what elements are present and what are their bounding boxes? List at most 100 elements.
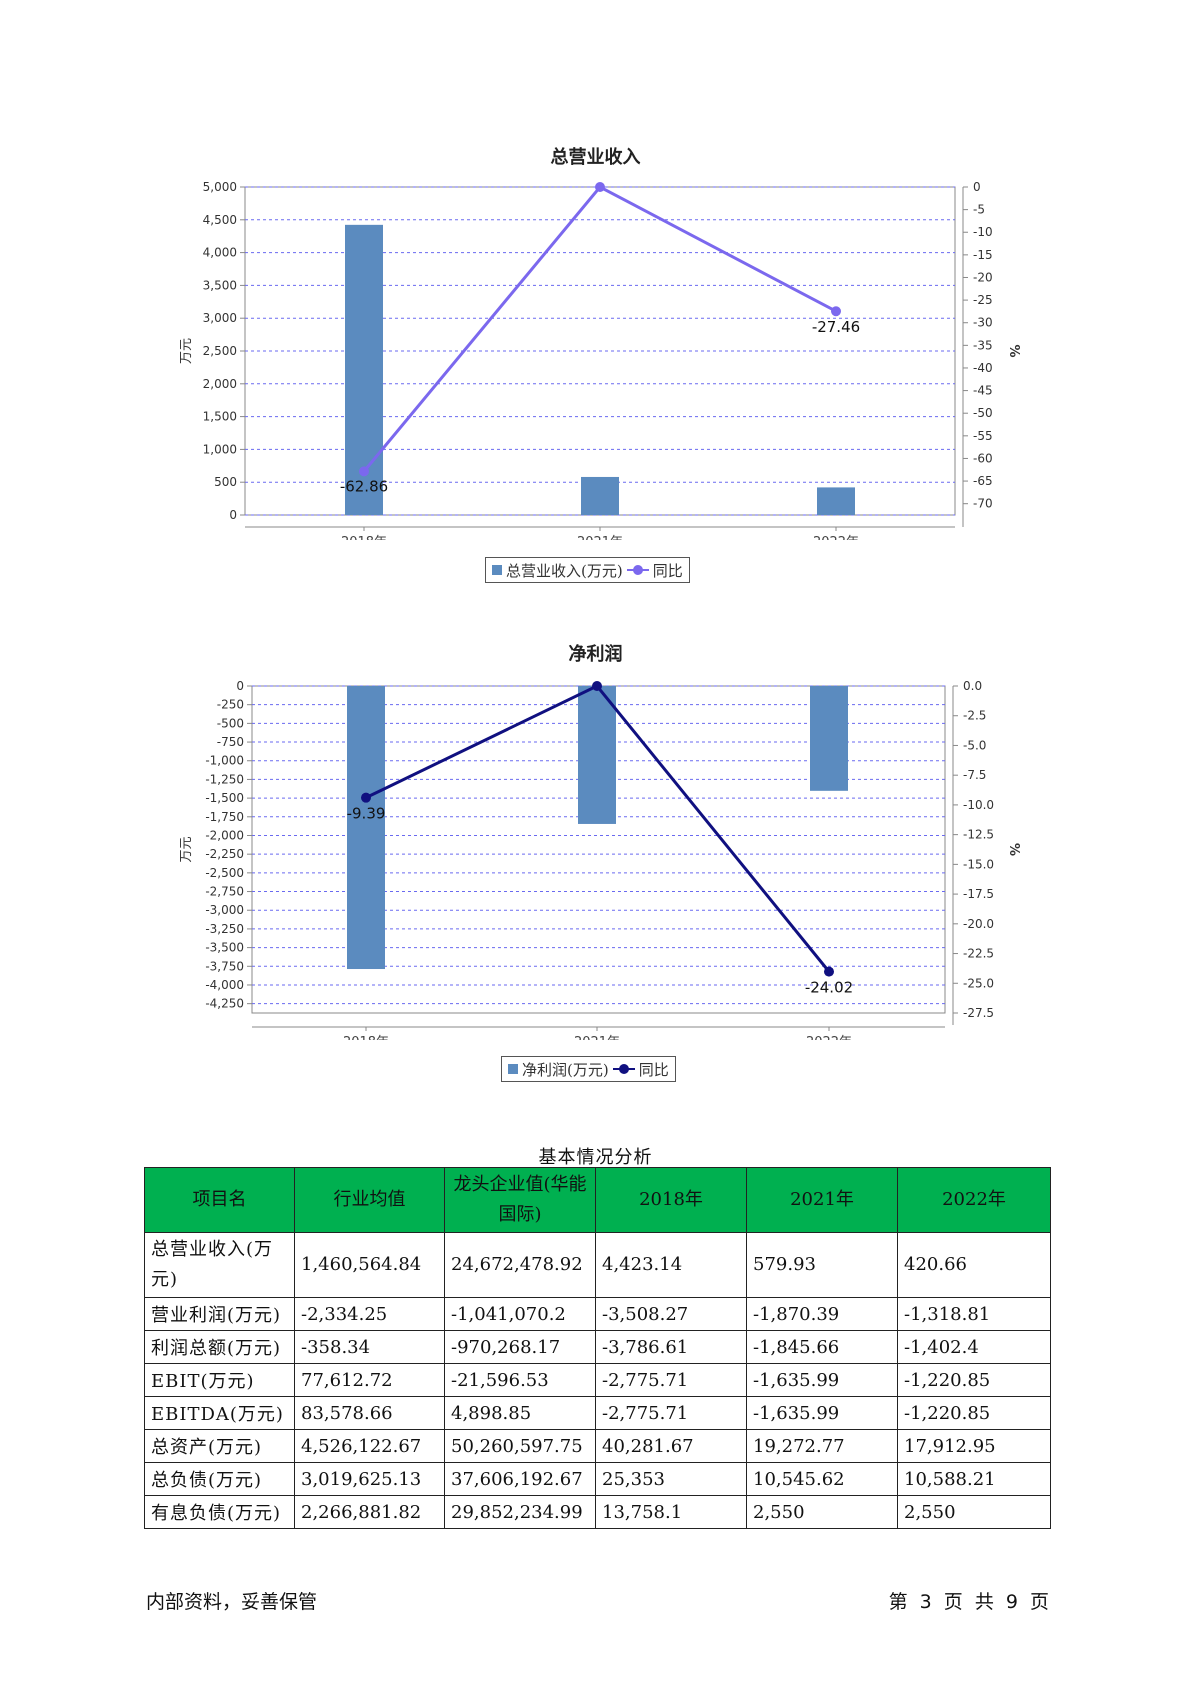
table-row: 总资产(万元) 4,526,122.67 50,260,597.75 40,28… (144, 1429, 1051, 1463)
y2-tick-label: -10.0 (963, 798, 994, 812)
table-cell: 50,260,597.75 (444, 1429, 596, 1463)
y2-tick-label: -65 (973, 474, 993, 488)
y2-tick-label: -15 (973, 248, 993, 262)
data-label: -27.46 (812, 318, 860, 336)
y2-tick-label: 0.0 (963, 679, 982, 693)
table-cell: 4,898.85 (444, 1396, 596, 1430)
legend-bar-label: 总营业收入(万元) (506, 561, 623, 580)
y-tick-label: 0 (229, 508, 237, 522)
y-tick-label: 1,000 (203, 442, 237, 456)
line-point (359, 466, 369, 477)
table-header-row: 项目名 行业均值 龙头企业值(华能国际) 2018年 2021年 2022年 (144, 1167, 1051, 1233)
x-tick-label: 2018年 (341, 535, 387, 540)
header-cell: 行业均值 (294, 1167, 445, 1233)
table-cell: -2,334.25 (294, 1297, 445, 1331)
y2-tick-label: -2.5 (963, 709, 986, 723)
table-cell: -1,220.85 (897, 1363, 1051, 1397)
header-cell: 2022年 (897, 1167, 1051, 1233)
y-tick-label: -2,250 (205, 847, 244, 861)
legend-bar-label: 净利润(万元) (522, 1060, 609, 1079)
y2-tick-label: -5 (973, 203, 985, 217)
table-row: 总负债(万元) 3,019,625.13 37,606,192.67 25,35… (144, 1462, 1051, 1496)
basic-analysis-table: 项目名 行业均值 龙头企业值(华能国际) 2018年 2021年 2022年 总… (144, 1167, 1051, 1529)
table-row: EBITDA(万元) 83,578.66 4,898.85 -2,775.71 … (144, 1396, 1051, 1430)
table-cell: -358.34 (294, 1330, 445, 1364)
y-tick-label: 3,000 (203, 311, 237, 325)
y2-tick-label: -60 (973, 451, 993, 465)
y-tick-label: 2,500 (203, 344, 237, 358)
legend-line-swatch (612, 1063, 635, 1075)
y2-axis-label: % (1006, 344, 1021, 357)
header-cell: 龙头企业值(华能国际) (444, 1167, 596, 1233)
y-tick-label: -3,000 (205, 903, 244, 917)
table-cell: -2,775.71 (595, 1396, 747, 1430)
chart-title-revenue: 总营业收入 (550, 147, 641, 168)
table-cell: 40,281.67 (595, 1429, 747, 1463)
y2-tick-label: -12.5 (963, 828, 994, 842)
header-cell: 2018年 (595, 1167, 747, 1233)
table-cell: 77,612.72 (294, 1363, 445, 1397)
table-cell: 25,353 (595, 1462, 747, 1496)
table-cell: -1,220.85 (897, 1396, 1051, 1430)
y2-tick-label: -20.0 (963, 917, 994, 931)
table-cell: -1,402.4 (897, 1330, 1051, 1364)
table-cell: -1,870.39 (746, 1297, 898, 1331)
table-cell: -2,775.71 (595, 1363, 747, 1397)
y-tick-label: -3,250 (205, 922, 244, 936)
table-cell: 1,460,564.84 (294, 1232, 445, 1298)
table-cell: -1,635.99 (746, 1396, 898, 1430)
bar (347, 686, 385, 970)
y2-tick-label: -7.5 (963, 768, 986, 782)
legend-bar-swatch (508, 1064, 518, 1074)
legend-line-label: 同比 (638, 1060, 669, 1079)
header-cell: 2021年 (746, 1167, 898, 1233)
line-point (595, 182, 605, 192)
table-cell: -1,845.66 (746, 1330, 898, 1364)
y2-tick-label: -50 (973, 406, 993, 420)
y-tick-label: 4,000 (203, 246, 237, 260)
table-cell: 420.66 (897, 1232, 1051, 1298)
bar (810, 686, 848, 791)
y2-tick-label: -45 (973, 384, 993, 398)
footer-page-number: 第 3 页 共 9 页 (888, 1591, 1049, 1613)
net-profit-chart: 0 -250 -500 -750 -1,000 -1,250 -1,500 -1,750 -2,… (179, 679, 1021, 1040)
table-row: 有息负债(万元) 2,266,881.82 29,852,234.99 13,7… (144, 1495, 1051, 1529)
table-cell: 83,578.66 (294, 1396, 445, 1430)
table-row: 利润总额(万元) -358.34 -970,268.17 -3,786.61 -… (144, 1330, 1051, 1364)
y-tick-label: -1,000 (205, 754, 244, 768)
line-point (592, 681, 602, 691)
y2-tick-label: -5.0 (963, 738, 986, 752)
x-tick-label: 2022年 (806, 1035, 852, 1040)
table-cell: 17,912.95 (897, 1429, 1051, 1463)
y-tick-label: 5,000 (203, 180, 237, 194)
table-cell: 37,606,192.67 (444, 1462, 596, 1496)
table-cell: -1,041,070.2 (444, 1297, 596, 1331)
bar (581, 476, 619, 515)
y-axis-label: 万元 (179, 338, 194, 364)
y2-tick-label: -15.0 (963, 857, 994, 871)
table-cell: 10,588.21 (897, 1462, 1051, 1496)
legend-line-label: 同比 (652, 561, 683, 580)
y2-tick-label: -25.0 (963, 976, 994, 990)
y-tick-label: -3,500 (205, 941, 244, 955)
x-tick-label: 2021年 (577, 535, 623, 540)
line-point (831, 306, 841, 317)
y-tick-label: -4,000 (205, 978, 244, 992)
table-row: EBIT(万元) 77,612.72 -21,596.53 -2,775.71 … (144, 1363, 1051, 1397)
table-caption: 基本情况分析 (538, 1147, 653, 1168)
header-cell: 项目名 (144, 1167, 295, 1233)
table-cell: -970,268.17 (444, 1330, 596, 1364)
y2-tick-label: -22.5 (963, 947, 994, 961)
line-point (824, 966, 834, 977)
data-label: -24.02 (805, 979, 853, 997)
y-axis-label: 万元 (179, 836, 194, 862)
net-profit-chart-legend: 净利润(万元) 同比 (501, 1056, 676, 1082)
table-cell: 19,272.77 (746, 1429, 898, 1463)
y2-tick-label: -27.5 (963, 1006, 994, 1020)
y2-tick-label: 0 (973, 180, 981, 194)
table-cell: -1,635.99 (746, 1363, 898, 1397)
y-tick-label: -2,500 (205, 866, 244, 880)
y2-axis-label: % (1006, 843, 1021, 856)
y-tick-label: 2,000 (203, 377, 237, 391)
bar (578, 686, 616, 824)
